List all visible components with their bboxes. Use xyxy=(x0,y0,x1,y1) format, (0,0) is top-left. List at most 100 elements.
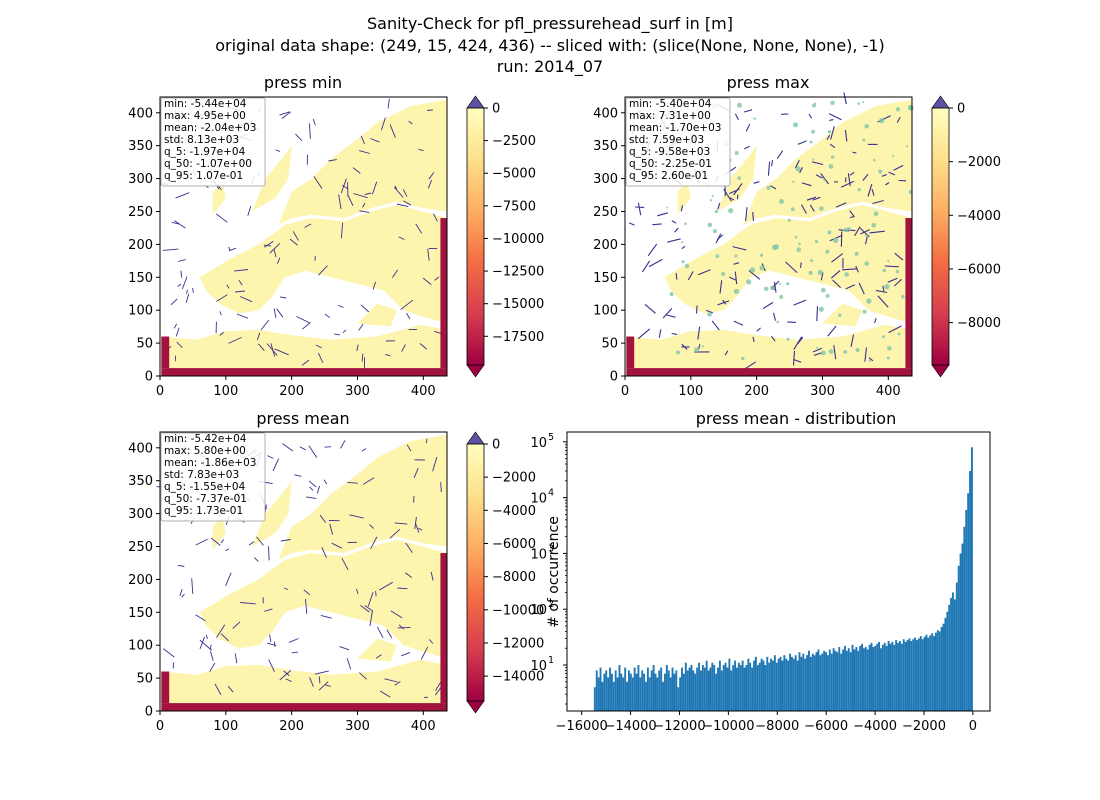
histogram-bar xyxy=(654,673,657,711)
land-region xyxy=(199,539,447,659)
histogram-bar xyxy=(736,667,738,711)
stats-box-frame xyxy=(625,97,731,187)
histogram-bar xyxy=(679,677,682,711)
wet-cell xyxy=(866,298,872,304)
histogram-bar xyxy=(760,658,763,711)
histogram-bar xyxy=(718,660,721,711)
river-segment xyxy=(418,148,424,152)
histogram-bar xyxy=(656,677,659,711)
wet-cell xyxy=(814,239,819,244)
axes-frame xyxy=(566,431,991,712)
river-segment xyxy=(799,167,804,174)
histogram-bar xyxy=(605,670,608,711)
wet-cell xyxy=(811,129,816,134)
colorbar-extend-bottom xyxy=(466,700,485,714)
stats-line: mean: -1.86e+03 xyxy=(164,457,256,469)
river-segment xyxy=(681,245,686,250)
river-segment xyxy=(695,305,698,314)
histogram-bar xyxy=(631,677,634,711)
histogram-bar xyxy=(821,653,824,711)
river-segment xyxy=(428,172,435,180)
histogram-bar xyxy=(730,670,733,711)
histogram-bar xyxy=(881,644,884,711)
river-segment xyxy=(342,329,347,334)
river-segment xyxy=(413,468,419,478)
wet-cell xyxy=(808,270,813,275)
histogram-bar xyxy=(597,677,600,711)
wet-cell xyxy=(878,169,883,174)
colorbar-gradient xyxy=(467,444,484,701)
histogram-bar xyxy=(652,665,655,711)
river-segment xyxy=(380,117,386,131)
y-tick-label: 400 xyxy=(128,106,153,121)
river-segment xyxy=(216,624,226,638)
river-segment xyxy=(433,213,438,222)
histogram-bar xyxy=(618,665,621,711)
river-segment xyxy=(745,207,748,221)
river-segment xyxy=(756,327,761,332)
river-segment xyxy=(390,610,403,619)
histogram-bar xyxy=(912,639,915,711)
river-segment xyxy=(827,325,837,337)
land-region xyxy=(278,99,447,225)
wet-cell xyxy=(714,209,718,214)
wet-cell xyxy=(766,185,771,190)
wet-cell xyxy=(862,138,866,142)
x-tick-label: −14000 xyxy=(604,719,656,734)
histogram-bar xyxy=(667,670,670,711)
river-segment xyxy=(772,312,777,321)
histogram-bar xyxy=(944,617,947,711)
wet-cell xyxy=(798,242,801,246)
histogram-bar xyxy=(783,655,786,711)
land-region xyxy=(743,99,912,225)
wet-cell xyxy=(854,251,859,256)
y-tick-exponent: 3 xyxy=(548,543,554,554)
river-segment xyxy=(829,119,834,121)
histogram-bar xyxy=(660,667,663,711)
histogram-bar xyxy=(864,647,867,711)
river-segment xyxy=(210,651,214,661)
y-tick-label: 200 xyxy=(128,573,153,588)
histogram-bar xyxy=(643,673,646,711)
histogram-bar xyxy=(612,681,615,711)
histogram-bar xyxy=(933,636,935,711)
river-segment xyxy=(285,678,292,683)
wet-cell xyxy=(792,122,799,128)
wet-cell xyxy=(669,292,674,297)
histogram-bar xyxy=(764,665,767,711)
wet-cell xyxy=(779,294,784,300)
histogram-bar xyxy=(961,543,964,711)
histogram-bar xyxy=(629,673,632,711)
histogram-bar xyxy=(737,662,740,711)
river-segment xyxy=(312,118,316,126)
stats-line: std: 8.13e+03 xyxy=(164,134,239,146)
subplot-title: press max xyxy=(727,73,810,92)
wet-cell xyxy=(825,249,830,254)
river-segment xyxy=(334,333,340,336)
histogram-bar xyxy=(872,647,875,711)
river-segment xyxy=(397,587,408,590)
river-segment xyxy=(386,629,393,639)
river-segment xyxy=(427,180,433,189)
x-axis: 0 100 200 300 400 xyxy=(621,376,901,399)
river-segment xyxy=(226,284,230,289)
y-tick-exponent: 5 xyxy=(548,432,554,443)
wet-cell xyxy=(759,253,764,257)
histogram-bar xyxy=(802,653,805,711)
y-tick-label: 50 xyxy=(136,337,153,352)
river-segment xyxy=(402,189,408,197)
colorbar-tick-label: −14000 xyxy=(492,670,544,685)
colorbar-gradient xyxy=(932,108,949,365)
histogram-bar xyxy=(720,670,723,711)
river-segment xyxy=(885,182,890,186)
histogram-bar xyxy=(724,662,727,711)
stats-line: max: 4.95e+00 xyxy=(164,110,246,122)
river-segment xyxy=(180,270,183,278)
river-segment xyxy=(389,528,401,539)
river-segment xyxy=(288,638,299,643)
histogram-bar xyxy=(777,658,780,711)
wet-cell xyxy=(905,145,909,148)
river-segment xyxy=(440,482,442,493)
river-segment xyxy=(842,268,858,271)
